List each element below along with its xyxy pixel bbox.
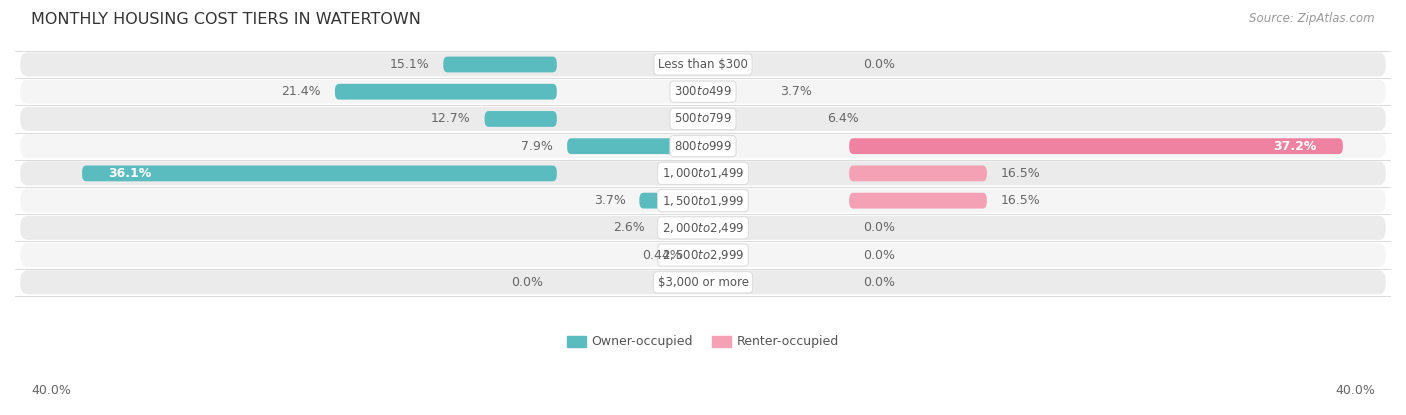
- Text: 6.4%: 6.4%: [827, 112, 859, 125]
- FancyBboxPatch shape: [485, 111, 557, 127]
- Text: 3.7%: 3.7%: [780, 85, 813, 98]
- Text: 0.0%: 0.0%: [863, 221, 896, 234]
- FancyBboxPatch shape: [849, 193, 987, 208]
- FancyBboxPatch shape: [658, 220, 695, 236]
- Text: $300 to $499: $300 to $499: [673, 85, 733, 98]
- Text: $2,500 to $2,999: $2,500 to $2,999: [662, 248, 744, 262]
- Text: 40.0%: 40.0%: [31, 383, 70, 397]
- Text: 12.7%: 12.7%: [432, 112, 471, 125]
- FancyBboxPatch shape: [20, 270, 1386, 294]
- FancyBboxPatch shape: [443, 56, 557, 72]
- FancyBboxPatch shape: [20, 161, 1386, 186]
- FancyBboxPatch shape: [20, 216, 1386, 240]
- Text: 0.0%: 0.0%: [863, 58, 896, 71]
- Text: 0.0%: 0.0%: [863, 249, 896, 261]
- Legend: Owner-occupied, Renter-occupied: Owner-occupied, Renter-occupied: [562, 330, 844, 354]
- FancyBboxPatch shape: [567, 138, 676, 154]
- Text: 2.6%: 2.6%: [613, 221, 644, 234]
- Text: $800 to $999: $800 to $999: [673, 140, 733, 153]
- Text: 40.0%: 40.0%: [1336, 383, 1375, 397]
- Text: 7.9%: 7.9%: [522, 140, 554, 153]
- FancyBboxPatch shape: [20, 52, 1386, 76]
- Text: MONTHLY HOUSING COST TIERS IN WATERTOWN: MONTHLY HOUSING COST TIERS IN WATERTOWN: [31, 12, 420, 27]
- FancyBboxPatch shape: [20, 243, 1386, 267]
- Text: 16.5%: 16.5%: [1001, 194, 1040, 207]
- Text: $1,500 to $1,999: $1,500 to $1,999: [662, 194, 744, 208]
- FancyBboxPatch shape: [849, 138, 1343, 154]
- Text: $1,000 to $1,499: $1,000 to $1,499: [662, 166, 744, 181]
- FancyBboxPatch shape: [20, 189, 1386, 212]
- Text: Less than $300: Less than $300: [658, 58, 748, 71]
- Text: 0.0%: 0.0%: [863, 276, 896, 289]
- FancyBboxPatch shape: [335, 84, 557, 100]
- Text: 21.4%: 21.4%: [281, 85, 321, 98]
- Text: $3,000 or more: $3,000 or more: [658, 276, 748, 289]
- Text: 0.0%: 0.0%: [510, 276, 543, 289]
- FancyBboxPatch shape: [849, 166, 987, 181]
- Text: 16.5%: 16.5%: [1001, 167, 1040, 180]
- Text: 15.1%: 15.1%: [389, 58, 429, 71]
- FancyBboxPatch shape: [82, 166, 557, 181]
- FancyBboxPatch shape: [20, 80, 1386, 104]
- Text: 0.44%: 0.44%: [643, 249, 682, 261]
- Text: 36.1%: 36.1%: [108, 167, 150, 180]
- Text: $2,000 to $2,499: $2,000 to $2,499: [662, 221, 744, 235]
- FancyBboxPatch shape: [20, 134, 1386, 158]
- Text: 3.7%: 3.7%: [593, 194, 626, 207]
- Text: Source: ZipAtlas.com: Source: ZipAtlas.com: [1250, 12, 1375, 25]
- Text: $500 to $799: $500 to $799: [673, 112, 733, 125]
- FancyBboxPatch shape: [20, 107, 1386, 131]
- FancyBboxPatch shape: [640, 193, 690, 208]
- FancyBboxPatch shape: [696, 247, 704, 263]
- Text: 37.2%: 37.2%: [1274, 140, 1317, 153]
